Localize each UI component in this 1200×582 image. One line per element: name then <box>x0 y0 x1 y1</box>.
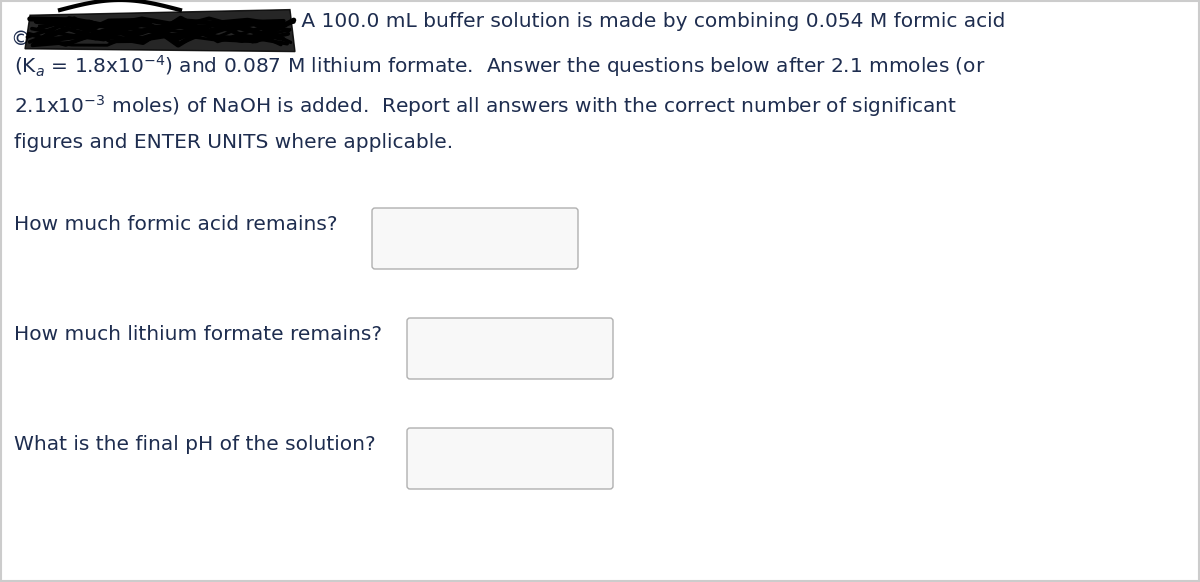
Polygon shape <box>25 9 295 52</box>
Text: How much formic acid remains?: How much formic acid remains? <box>14 215 337 234</box>
Text: (K$_a$ = 1.8x10$^{-4}$) and 0.087 M lithium formate.  Answer the questions below: (K$_a$ = 1.8x10$^{-4}$) and 0.087 M lith… <box>14 53 985 79</box>
FancyBboxPatch shape <box>372 208 578 269</box>
Text: figures and ENTER UNITS where applicable.: figures and ENTER UNITS where applicable… <box>14 133 454 152</box>
Text: What is the final pH of the solution?: What is the final pH of the solution? <box>14 435 376 454</box>
Text: A 100.0 mL buffer solution is made by combining 0.054 M formic acid: A 100.0 mL buffer solution is made by co… <box>295 12 1006 31</box>
Text: 2.1x10$^{-3}$ moles) of NaOH is added.  Report all answers with the correct numb: 2.1x10$^{-3}$ moles) of NaOH is added. R… <box>14 93 958 119</box>
FancyBboxPatch shape <box>407 428 613 489</box>
Text: ©: © <box>10 30 30 49</box>
FancyBboxPatch shape <box>407 318 613 379</box>
Text: How much lithium formate remains?: How much lithium formate remains? <box>14 325 382 344</box>
